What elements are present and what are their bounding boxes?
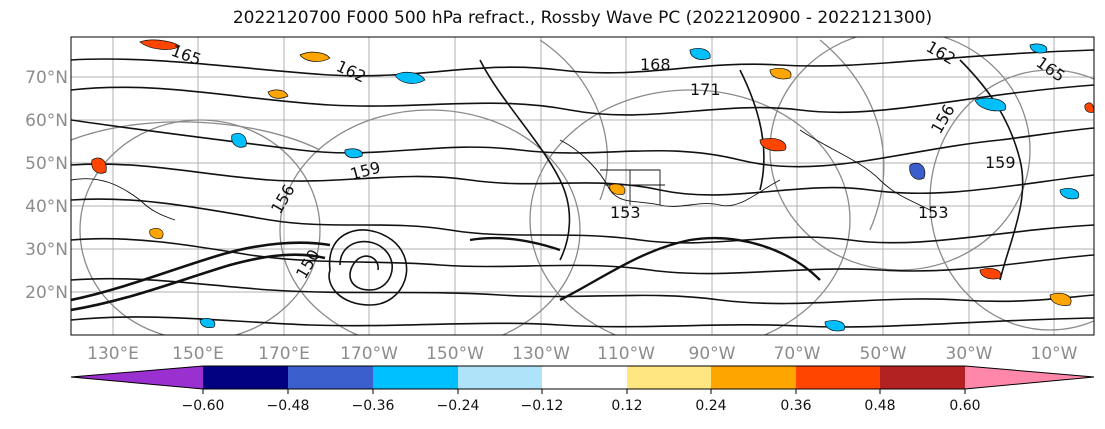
rossby-pc-contours <box>71 37 1094 335</box>
contour-label: 153 <box>918 203 949 222</box>
colorbar-tick-label: 0.12 <box>611 398 643 414</box>
anomaly-patches <box>91 39 1094 332</box>
contour-label: 159 <box>985 153 1016 172</box>
lon-label-90w: 90°W <box>688 344 736 364</box>
colorbar-swatch <box>458 366 542 389</box>
colorbar-swatch <box>711 366 796 389</box>
lon-label-10w: 10°W <box>1030 344 1078 364</box>
colorbar-swatch <box>288 366 373 389</box>
lon-label-110w: 110°W <box>597 344 655 364</box>
colorbar-swatch <box>627 366 711 389</box>
lat-label-40n: 40°N <box>25 197 68 217</box>
lat-label-20n: 20°N <box>25 283 68 303</box>
map-title: 2022120700 F000 500 hPa refract., Rossby… <box>232 8 933 28</box>
colorbar-swatch <box>796 366 880 389</box>
lat-label-50n: 50°N <box>25 154 68 174</box>
colorbar-extend-max <box>965 366 1094 389</box>
colorbar-tick-label: 0.60 <box>949 398 981 414</box>
height-contours <box>71 49 1094 328</box>
contour-label: 168 <box>640 55 671 74</box>
colorbar-tick-label: −0.48 <box>266 398 310 414</box>
coastlines <box>71 129 931 221</box>
lat-label-60n: 60°N <box>25 111 68 131</box>
map-frame <box>70 36 1095 336</box>
lon-label-30w: 30°W <box>945 344 993 364</box>
colorbar-tick-label: −0.12 <box>520 398 564 414</box>
lon-label-70w: 70°W <box>773 344 821 364</box>
colorbar-swatch <box>880 366 965 389</box>
colorbar-swatch <box>542 366 627 389</box>
lon-label-170w: 170°W <box>340 344 398 364</box>
colorbar-tick-label: −0.60 <box>181 398 225 414</box>
colorbar-tick-label: −0.36 <box>351 398 395 414</box>
lon-label-50w: 50°W <box>859 344 907 364</box>
colorbar-tick-label: 0.48 <box>864 398 896 414</box>
lat-label-70n: 70°N <box>25 68 68 88</box>
lon-label-170e: 170°E <box>258 344 310 364</box>
map-panel: 165 162 168 171 159 156 153 150 165 162 … <box>71 37 1094 335</box>
colorbar-swatch <box>203 366 288 389</box>
lon-label-150w: 150°W <box>426 344 484 364</box>
colorbar-tick-label: −0.24 <box>436 398 480 414</box>
lat-label-30n: 30°N <box>25 240 68 260</box>
colorbar-swatch <box>373 366 458 389</box>
lon-label-130e: 130°E <box>87 344 139 364</box>
contour-label: 171 <box>690 80 721 99</box>
colorbar-extend-min <box>71 366 203 389</box>
contour-label: 153 <box>610 203 641 222</box>
colorbar-tick-label: 0.24 <box>695 398 727 414</box>
lon-label-150e: 150°E <box>172 344 224 364</box>
lon-label-130w: 130°W <box>512 344 570 364</box>
colorbar-tick-label: 0.36 <box>780 398 812 414</box>
colorbar <box>70 365 1095 394</box>
